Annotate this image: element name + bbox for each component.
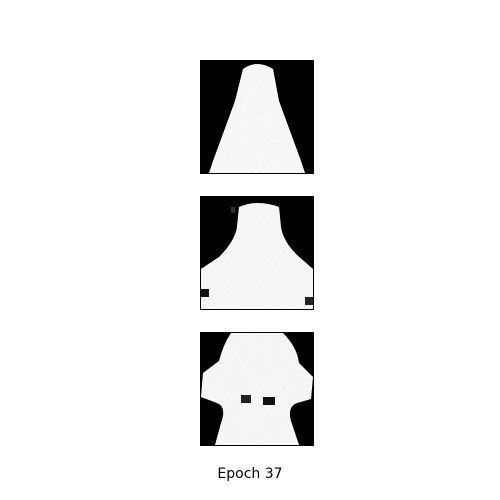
sample-1-image bbox=[201, 61, 313, 173]
sample-3-image bbox=[201, 333, 313, 445]
epoch-caption: Epoch 37 bbox=[217, 466, 283, 482]
generated-sample-2 bbox=[200, 196, 314, 310]
generated-sample-3 bbox=[200, 332, 314, 446]
generated-sample-1 bbox=[200, 60, 314, 174]
sample-2-image bbox=[201, 197, 313, 309]
